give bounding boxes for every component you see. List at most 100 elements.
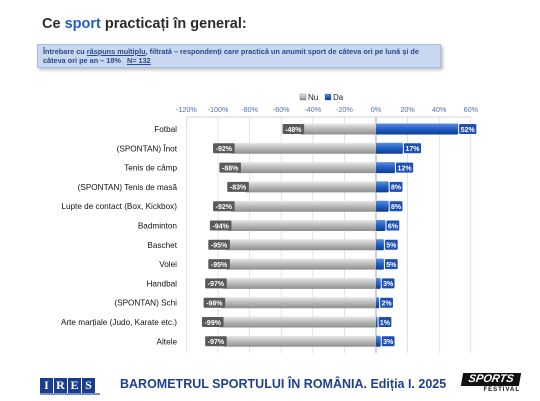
label-box-da: [384, 239, 398, 250]
bar-nu: [219, 316, 376, 328]
label-box-da: [389, 181, 403, 192]
data-label-da: 3%: [383, 339, 394, 346]
bar-da: [376, 316, 378, 328]
label-box-nu: [219, 162, 241, 173]
label-box-da: [384, 259, 398, 270]
category-label: Tenis de câmp: [124, 164, 177, 173]
label-box-nu: [205, 336, 227, 347]
x-tick-label: -100%: [208, 105, 229, 114]
logo-letter: E: [68, 378, 81, 393]
legend-swatch-nu: [299, 93, 307, 101]
data-label-nu: -48%: [285, 127, 302, 134]
bar-da: [376, 335, 381, 347]
question-multiple-answer: răspuns multiplu: [86, 47, 146, 56]
data-label-nu: -97%: [208, 339, 225, 346]
bar-da: [376, 181, 389, 193]
sports-festival-logo: SPORTS FESTIVAL: [460, 373, 522, 395]
bar-nu: [244, 181, 376, 193]
data-label-da: 8%: [391, 185, 402, 192]
logo-letter: S: [82, 378, 95, 393]
bar-nu: [236, 162, 376, 174]
category-label: (SPONTAN) Schi: [114, 299, 177, 308]
bar-da: [376, 162, 395, 174]
logo-underline: [40, 393, 100, 395]
label-box-da: [378, 317, 392, 327]
brand-sub: FESTIVAL: [483, 387, 520, 393]
data-label-nu: -98%: [206, 301, 223, 308]
question-note: Întrebare cu răspuns multiplu, filtrată …: [37, 44, 441, 68]
data-label-nu: -99%: [205, 320, 222, 327]
bar-nu: [225, 258, 376, 270]
data-label-nu: -92%: [216, 146, 233, 153]
data-label-da: 12%: [398, 165, 413, 172]
data-label-da: 5%: [386, 262, 397, 269]
bar-nu: [222, 335, 376, 347]
brand-main: SPORTS: [460, 373, 522, 386]
label-box-da: [459, 124, 477, 134]
bar-da: [376, 239, 384, 251]
label-box-nu: [282, 124, 305, 134]
legend-swatch-da: [324, 93, 332, 101]
data-label-da: 17%: [405, 146, 420, 153]
x-tick-label: -120%: [176, 105, 197, 114]
label-box-da: [381, 278, 395, 289]
logo-letter: R: [54, 378, 67, 393]
footer-title: BAROMETRUL SPORTULUI ÎN ROMÂNIA. Ediția …: [120, 377, 447, 391]
label-box-nu: [209, 220, 232, 231]
x-tick-label: -40%: [304, 105, 321, 114]
x-tick-label: 40%: [432, 105, 447, 114]
data-label-nu: -83%: [230, 185, 247, 192]
label-box-nu: [205, 278, 227, 289]
x-tick-label: 0%: [371, 105, 382, 114]
x-tick-label: -20%: [336, 105, 353, 114]
x-tick-label: -80%: [241, 105, 258, 114]
label-box-da: [389, 201, 403, 212]
bar-da: [376, 277, 381, 289]
category-label: Fotbal: [154, 125, 177, 134]
bar-nu: [230, 142, 376, 154]
label-box-da: [403, 143, 422, 154]
bar-nu: [222, 277, 376, 289]
label-box-da: [380, 297, 393, 308]
data-label-da: 1%: [380, 320, 391, 327]
data-label-nu: -95%: [211, 243, 228, 250]
category-label: (SPONTAN) Înot: [117, 143, 178, 153]
chart: -120% -100% -80% -60% -40% -20% 0% 20% 40% 60% Nu…: [61, 93, 479, 353]
data-label-nu: -88%: [222, 165, 239, 172]
bar-da: [376, 297, 380, 309]
bar-nu: [300, 123, 376, 135]
data-label-da: 6%: [388, 223, 399, 230]
data-label-da: 5%: [386, 243, 397, 250]
data-label-nu: -95%: [211, 262, 228, 269]
logo-letter: I: [40, 378, 53, 393]
data-label-da: 3%: [383, 281, 394, 288]
label-box-nu: [213, 201, 235, 212]
label-box-nu: [227, 181, 249, 192]
bar-nu: [225, 239, 376, 251]
category-label: Arte marțiale (Judo, Karate etc.): [61, 318, 177, 327]
page-title: Ce sport practicați în general:: [42, 16, 247, 32]
label-box-nu: [208, 259, 230, 270]
category-label: Badminton: [138, 222, 178, 231]
bar-da: [376, 142, 403, 154]
bar-nu: [230, 200, 376, 212]
bar-nu: [227, 220, 376, 231]
question-text: Întrebare cu: [43, 47, 87, 56]
data-label-da: 2%: [381, 301, 392, 308]
label-box-da: [386, 220, 400, 231]
label-box-nu: [203, 297, 226, 308]
bar-da: [376, 258, 384, 270]
bar-da: [376, 220, 386, 231]
label-box-nu: [213, 143, 235, 154]
bar-da: [376, 123, 459, 135]
legend-label-da: Da: [333, 93, 344, 102]
x-tick-label: 60%: [464, 105, 479, 114]
data-label-nu: -92%: [216, 204, 233, 211]
label-box-nu: [208, 239, 230, 250]
bar-da: [376, 200, 389, 212]
category-label: Altele: [157, 337, 178, 346]
data-label-nu: -94%: [213, 223, 230, 230]
x-tick-label: 20%: [400, 105, 415, 114]
category-label: Lupte de contact (Box, Kickbox): [61, 202, 177, 211]
